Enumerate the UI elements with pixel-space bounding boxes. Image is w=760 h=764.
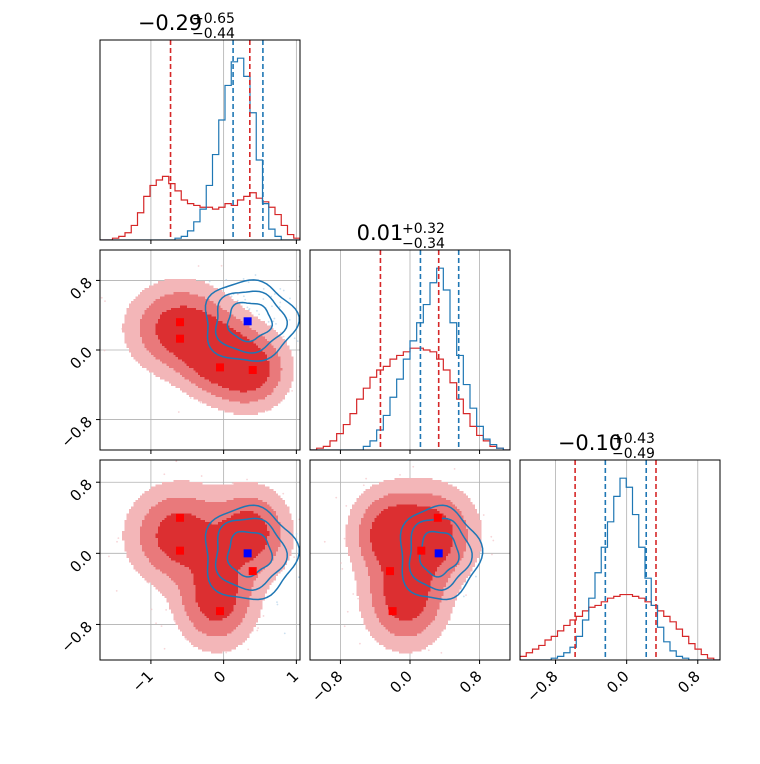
blue-sample-point	[294, 337, 296, 339]
red-sample-point	[198, 265, 200, 267]
blue-sample-point	[289, 298, 291, 300]
blue-sample-point	[244, 299, 246, 301]
red-histogram	[100, 176, 300, 240]
blue-sample-point	[263, 288, 265, 290]
red-sample-point	[104, 300, 106, 302]
panel-1-0: −0.80.00.8	[58, 250, 312, 460]
blue-sample-point	[274, 293, 276, 295]
red-sample-point	[237, 293, 239, 295]
blue-sample-point	[275, 323, 277, 325]
panel-plot-area	[100, 250, 312, 460]
panel-title-upper: +0.65	[192, 11, 235, 27]
blue-sample-point	[303, 320, 305, 322]
blue-sample-point	[262, 298, 264, 300]
red-density-cell	[291, 357, 294, 360]
red-sample-point	[178, 411, 180, 413]
red-sample-point	[283, 336, 285, 338]
blue-sample-point	[243, 295, 245, 297]
blue-sample-point	[283, 290, 285, 292]
red-sample-point	[101, 297, 103, 299]
blue-sample-point	[268, 321, 270, 323]
red-sample-point	[104, 350, 106, 352]
red-sample-point	[190, 397, 192, 399]
blue-sample-point	[273, 318, 275, 320]
blue-sample-point	[255, 274, 257, 276]
red-sample-point	[221, 265, 223, 267]
blue-sample-point	[247, 307, 249, 309]
blue-sample-point	[271, 305, 273, 307]
blue-histogram	[100, 58, 300, 240]
blue-sample-point	[289, 319, 291, 321]
blue-sample-point	[297, 340, 299, 342]
blue-sample-point	[279, 288, 281, 290]
blue-sample-point	[209, 281, 211, 283]
red-sample-point	[200, 402, 202, 404]
red-sample-point	[304, 365, 306, 367]
red-density-cell	[289, 350, 292, 353]
red-density-cell	[287, 346, 290, 349]
panel-plot-area	[100, 40, 300, 240]
blue-sample-point	[258, 313, 260, 315]
red-sample-point	[291, 390, 293, 392]
panel-0-0: −0.29+0.65−0.44	[100, 11, 300, 244]
blue-sample-point	[248, 281, 250, 283]
blue-sample-point	[279, 302, 281, 304]
blue-sample-point	[249, 308, 251, 310]
blue-sample-point	[272, 320, 274, 322]
blue-sample-point	[243, 278, 245, 280]
blue-sample-point	[256, 310, 258, 312]
red-sample-point	[178, 458, 180, 460]
blue-sample-point	[225, 279, 227, 281]
